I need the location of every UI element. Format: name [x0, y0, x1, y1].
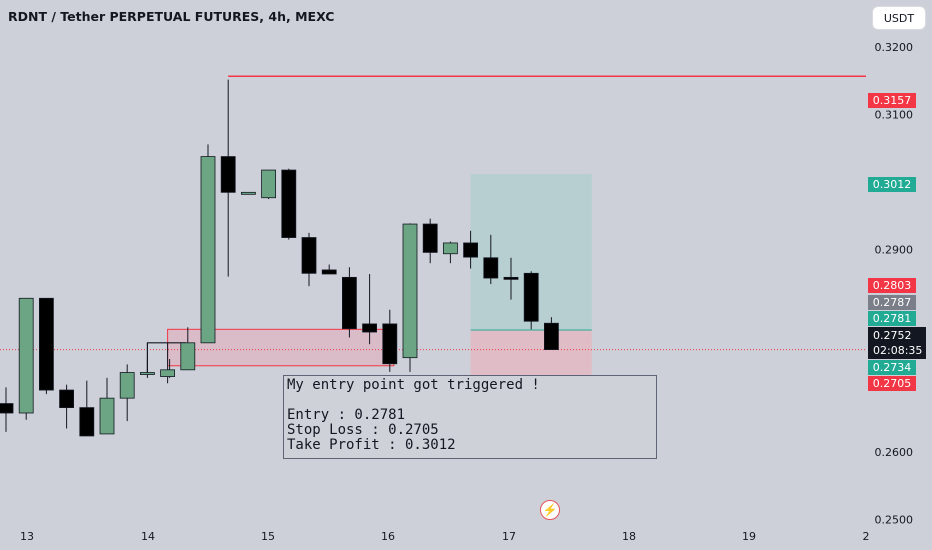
lightning-icon[interactable]: ⚡ [540, 500, 560, 520]
current-price-tag: 0.2752 02:08:35 [868, 327, 926, 359]
candle-body [341, 276, 357, 330]
target-price-tag: 0.3157 [868, 93, 916, 108]
trade-note[interactable]: My entry point got triggered ! Entry : 0… [283, 375, 657, 459]
candle-body [442, 242, 458, 255]
note-line-entry: Entry : 0.2781 [287, 407, 406, 423]
candle-body [402, 223, 418, 359]
x-tick-label: 19 [742, 530, 756, 543]
candle-body [119, 372, 135, 399]
current-price-value: 0.2752 [873, 329, 912, 342]
candle-body [200, 156, 216, 344]
candle-body [261, 169, 277, 199]
x-tick-label: 13 [20, 530, 34, 543]
candle-body [79, 407, 95, 437]
x-tick-label: 15 [261, 530, 275, 543]
candle-body [422, 223, 438, 253]
candle-body [18, 297, 34, 414]
currency-button[interactable]: USDT [872, 6, 926, 30]
y-tick-label: 0.2600 [875, 446, 914, 459]
price-tag-2803: 0.2803 [868, 278, 916, 293]
candle-body [160, 369, 176, 377]
chart-title: RDNT / Tether PERPETUAL FUTURES, 4h, MEX… [8, 9, 335, 24]
x-tick-label: 17 [502, 530, 516, 543]
x-tick-label: 2 [863, 530, 870, 543]
candle-body [503, 276, 519, 280]
note-line-headline: My entry point got triggered ! [287, 377, 540, 393]
candle-body [463, 242, 479, 258]
stop-loss-price-tag: 0.2705 [868, 376, 916, 391]
take-profit-price-tag: 0.3012 [868, 177, 916, 192]
candle-body [483, 257, 499, 279]
candle-body [362, 323, 378, 333]
y-tick-label: 0.2500 [875, 514, 914, 527]
price-tag-2787: 0.2787 [868, 295, 916, 310]
x-tick-label: 16 [381, 530, 395, 543]
candle-body [139, 372, 155, 375]
candle-body [382, 323, 398, 365]
candle-body [0, 403, 14, 414]
bar-countdown: 02:08:35 [873, 344, 923, 357]
note-line-take-profit: Take Profit : 0.3012 [287, 437, 456, 453]
x-tick-label: 18 [622, 530, 636, 543]
candle-body [240, 191, 256, 195]
candle-body [301, 237, 317, 274]
candle-body [523, 272, 539, 322]
entry-price-tag: 0.2781 [868, 311, 916, 326]
x-tick-label: 14 [141, 530, 155, 543]
y-tick-label: 0.2900 [875, 244, 914, 257]
candle-body [180, 342, 196, 371]
candle-body [39, 297, 54, 391]
loss-zone [470, 330, 592, 382]
candle-body [59, 389, 74, 409]
candle-body [99, 397, 115, 435]
candle-body [544, 322, 559, 350]
price-tag-2734: 0.2734 [868, 360, 916, 375]
candle-body [321, 269, 337, 275]
y-tick-label: 0.3200 [875, 41, 914, 54]
candle-body [281, 169, 297, 238]
candle-body [220, 156, 236, 193]
note-line-stop-loss: Stop Loss : 0.2705 [287, 422, 439, 438]
y-tick-label: 0.3100 [875, 109, 914, 122]
